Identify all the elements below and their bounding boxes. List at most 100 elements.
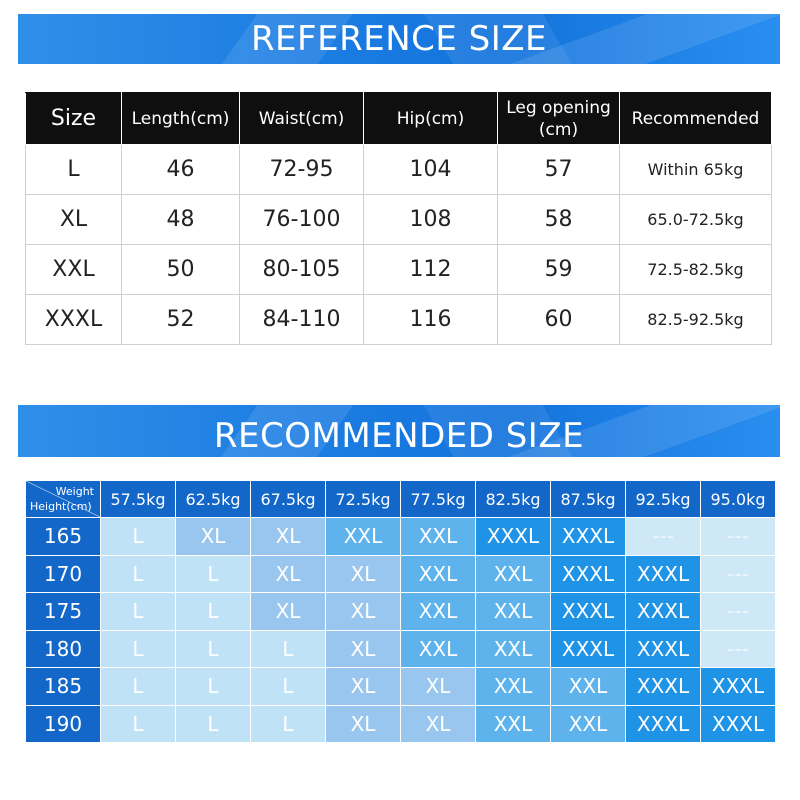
recommended-size-cell: L — [100, 629, 176, 668]
recommended-weight-cell: 65.0-72.5kg — [619, 194, 772, 245]
recommended-size-cell: XXL — [400, 629, 476, 668]
reference-row: L 46 72-95 104 57 Within 65kg — [25, 144, 772, 195]
recommended-size-value: L — [282, 711, 294, 736]
size-cell: L — [25, 144, 122, 195]
recommended-size-value: L — [132, 711, 144, 736]
weight-header-row: Weight Height(cm) 57.5kg 62.5kg 67.5kg 72.5… — [25, 480, 776, 518]
recommended-size-value: XL — [200, 524, 226, 549]
recommended-size-value: XXL — [418, 599, 458, 624]
corner-height-label: Height(cm) — [30, 500, 92, 513]
recommended-size-cell: XXL — [400, 517, 476, 556]
recommended-size-cell: XXXL — [550, 517, 626, 556]
recommended-size-cell: XXXL — [625, 592, 701, 631]
reference-size-banner: REFERENCE SIZE — [18, 14, 780, 64]
height-label-cell: 165 — [25, 517, 101, 556]
recommended-size-value: --- — [727, 561, 749, 586]
recommended-size-cell: XXXL — [700, 704, 776, 743]
recommended-size-cell: XXXL — [550, 629, 626, 668]
height-label-cell: 180 — [25, 629, 101, 668]
measurement-cell: 50 — [121, 244, 240, 295]
recommended-size-cell: L — [250, 667, 326, 706]
recommended-size-cell: XL — [400, 667, 476, 706]
recommended-weight-cell: Within 65kg — [619, 144, 772, 195]
recommended-size-cell: --- — [700, 592, 776, 631]
recommended-size-value: L — [132, 599, 144, 624]
recommended-size-cell: XXXL — [700, 667, 776, 706]
recommended-size-cell: XXXL — [550, 554, 626, 593]
measurement-cell: 58 — [497, 194, 620, 245]
recommended-size-value: XXXL — [561, 561, 615, 586]
weight-header-cell: 72.5kg — [325, 480, 401, 518]
recommended-size-value: --- — [727, 524, 749, 549]
recommended-size-cell: --- — [700, 629, 776, 668]
recommended-size-cell: XL — [325, 667, 401, 706]
measurement-cell: 60 — [497, 294, 620, 345]
recommended-size-value: XXL — [493, 711, 533, 736]
recommended-size-value: XXXL — [636, 599, 690, 624]
recommended-size-value: XXXL — [561, 636, 615, 661]
recommended-size-cell: L — [175, 554, 251, 593]
measurement-cell: 108 — [363, 194, 498, 245]
recommended-size-cell: XXXL — [625, 554, 701, 593]
recommended-size-value: --- — [727, 636, 749, 661]
recommended-size-cell: --- — [700, 554, 776, 593]
measurement-cell: 104 — [363, 144, 498, 195]
recommended-size-cell: XL — [175, 517, 251, 556]
recommended-size-cell: L — [250, 704, 326, 743]
recommended-size-value: XXL — [493, 674, 533, 699]
recommended-size-cell: XXL — [475, 629, 551, 668]
recommended-size-grid: Weight Height(cm) 57.5kg 62.5kg 67.5kg 72.5… — [25, 480, 776, 743]
reference-header-cell: Hip(cm) — [363, 92, 498, 145]
recommended-size-title: RECOMMENDED SIZE — [213, 416, 585, 456]
recommended-size-value: XL — [275, 561, 301, 586]
reference-header-cell: Leg opening (cm) — [497, 92, 620, 145]
reference-size-table: Size Length(cm) Waist(cm) Hip(cm) Leg openin… — [25, 92, 772, 345]
recommended-size-cell: XXL — [400, 554, 476, 593]
weight-header-cell: 87.5kg — [550, 480, 626, 518]
recommended-size-value: XXXL — [486, 524, 540, 549]
weight-header-cell: 92.5kg — [625, 480, 701, 518]
recommended-size-banner: RECOMMENDED SIZE — [18, 405, 780, 457]
recommended-size-cell: L — [100, 517, 176, 556]
recommended-size-value: L — [207, 561, 219, 586]
recommended-size-value: XL — [350, 636, 376, 661]
recommended-size-cell: L — [100, 704, 176, 743]
measurement-cell: 46 — [121, 144, 240, 195]
recommended-size-value: XXL — [568, 711, 608, 736]
reference-header-row: Size Length(cm) Waist(cm) Hip(cm) Leg openin… — [25, 92, 772, 145]
recommended-size-cell: L — [175, 629, 251, 668]
recommended-size-cell: L — [175, 592, 251, 631]
recommended-size-value: L — [132, 674, 144, 699]
recommended-size-cell: XL — [250, 554, 326, 593]
recommended-grid-body: 165 L XL XL XXL XXL XXXL XXXL --- --- 170 L L XL XL XXL… — [25, 517, 776, 743]
recommended-size-value: XXL — [493, 636, 533, 661]
recommended-size-value: --- — [652, 524, 674, 549]
reference-table-body: L 46 72-95 104 57 Within 65kg XL 48 76-100 108 58 6… — [25, 144, 772, 345]
recommended-size-value: XL — [275, 524, 301, 549]
weight-header-cell: 82.5kg — [475, 480, 551, 518]
weight-header-cell: 57.5kg — [100, 480, 176, 518]
recommended-size-cell: --- — [700, 517, 776, 556]
recommended-size-cell: --- — [625, 517, 701, 556]
recommended-size-value: L — [282, 636, 294, 661]
recommended-size-value: L — [207, 599, 219, 624]
height-row: 190 L L L XL XL XXL XXL XXXL XXXL — [25, 704, 776, 743]
recommended-size-cell: XL — [325, 592, 401, 631]
height-row: 185 L L L XL XL XXL XXL XXXL XXXL — [25, 667, 776, 706]
weight-header-cell: 77.5kg — [400, 480, 476, 518]
height-label-cell: 175 — [25, 592, 101, 631]
measurement-cell: 80-105 — [239, 244, 364, 295]
measurement-cell: 52 — [121, 294, 240, 345]
recommended-size-cell: L — [250, 629, 326, 668]
measurement-cell: 116 — [363, 294, 498, 345]
reference-row: XL 48 76-100 108 58 65.0-72.5kg — [25, 194, 772, 245]
recommended-size-cell: XXL — [325, 517, 401, 556]
height-label-cell: 170 — [25, 554, 101, 593]
recommended-size-cell: XXL — [475, 667, 551, 706]
recommended-size-value: XL — [425, 711, 451, 736]
measurement-cell: 59 — [497, 244, 620, 295]
weight-header-cell: 62.5kg — [175, 480, 251, 518]
recommended-size-value: XXXL — [561, 599, 615, 624]
recommended-size-value: --- — [727, 599, 749, 624]
recommended-size-cell: L — [100, 554, 176, 593]
